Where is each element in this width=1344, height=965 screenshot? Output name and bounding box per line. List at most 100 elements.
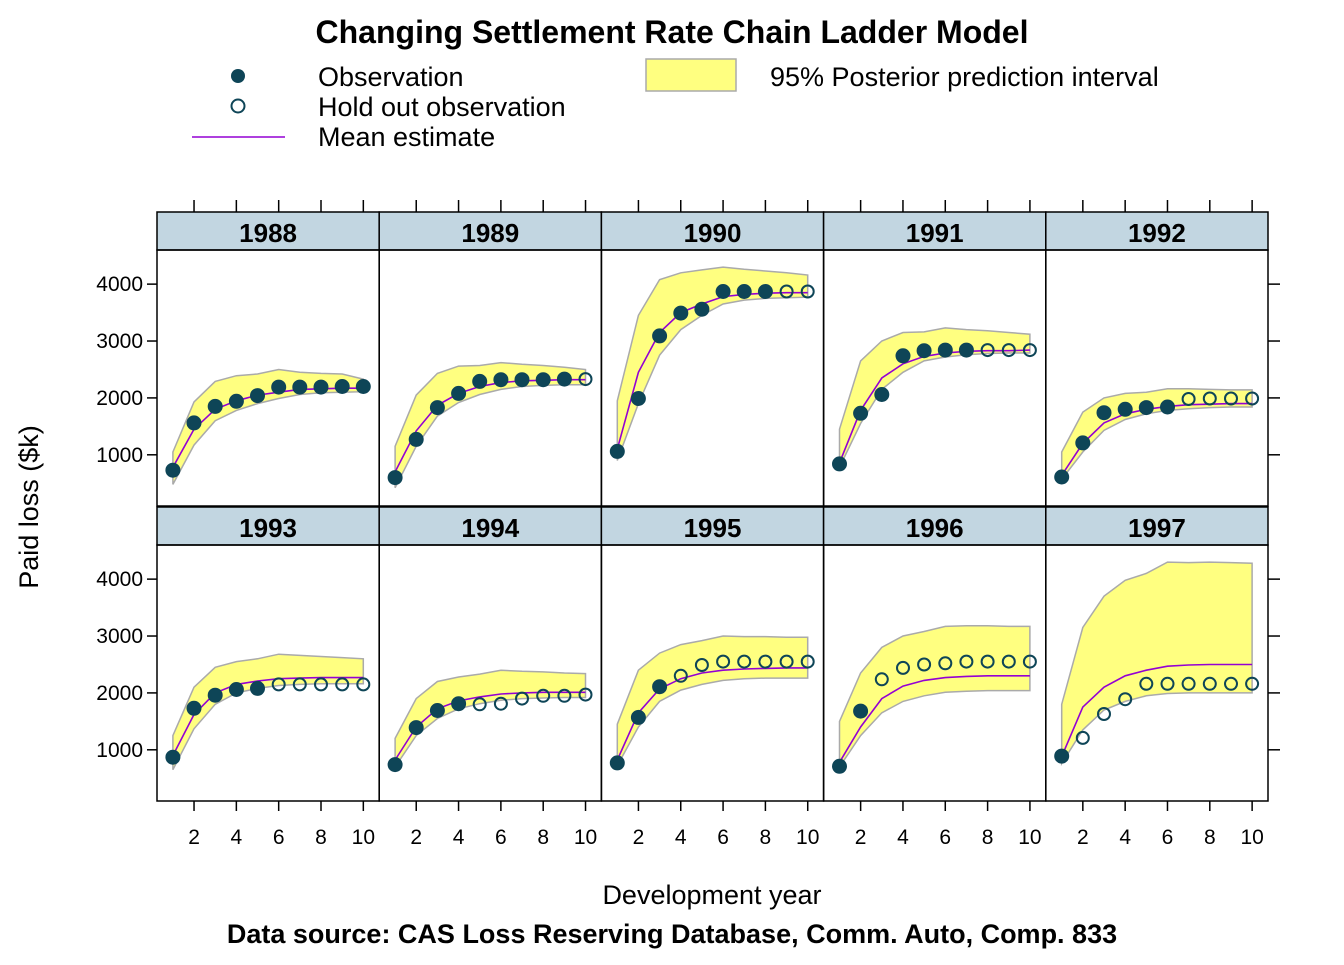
- y-tick-label: 3000: [96, 330, 143, 353]
- x-tick-label: 10: [352, 826, 375, 849]
- holdout-observation-point: [515, 691, 529, 706]
- observation-point: [451, 696, 467, 712]
- observation-point: [694, 301, 710, 317]
- mean-estimate-line: [616, 667, 808, 761]
- holdout-observation-point: [578, 687, 593, 702]
- holdout-observation-point: [472, 697, 487, 712]
- observation-point: [958, 342, 974, 358]
- x-tick-label: 8: [315, 826, 327, 849]
- x-tick-label: 2: [410, 826, 422, 849]
- observation-point: [1096, 405, 1112, 421]
- prediction-interval-band: [616, 635, 809, 767]
- holdout-observation-point: [292, 677, 307, 692]
- observation-point: [355, 379, 371, 394]
- mean-estimate-line: [1061, 402, 1253, 476]
- holdout-observation-point: [1181, 392, 1196, 406]
- legend-interval-label: 95% Posterior prediction interval: [770, 62, 1159, 92]
- panel-strip: [1045, 211, 1269, 251]
- panel-year-label: 1989: [461, 218, 519, 248]
- mean-estimate-line: [394, 691, 586, 761]
- observation-point: [387, 757, 403, 773]
- data-source-caption: Data source: CAS Loss Reserving Database…: [227, 919, 1117, 949]
- x-tick-label: 2: [855, 826, 867, 849]
- legend-holdout-label: Hold out observation: [318, 92, 566, 122]
- holdout-observation-point: [578, 372, 593, 387]
- prediction-interval-band: [1060, 388, 1253, 482]
- x-axis-label: Development year: [602, 880, 821, 910]
- holdout-observation-point: [779, 654, 794, 669]
- holdout-observation-point: [493, 696, 508, 711]
- x-tick-label: 4: [897, 826, 909, 849]
- holdout-observation-point: [1022, 654, 1037, 669]
- observation-point: [250, 388, 265, 404]
- holdout-observation-point: [1224, 676, 1238, 691]
- observation-point: [1054, 748, 1070, 764]
- holdout-observation-point: [694, 658, 709, 672]
- observation-point: [630, 709, 646, 725]
- legend-observation-symbol: [231, 69, 245, 83]
- holdout-observation-point: [779, 284, 794, 299]
- observation-point: [228, 393, 244, 409]
- holdout-observation-point: [271, 677, 286, 692]
- panel-1996: 1996 2 4 6 8 10: [822, 506, 1047, 849]
- observation-point: [853, 703, 869, 719]
- holdout-observation-point: [356, 677, 371, 692]
- panel-strip: [600, 506, 825, 546]
- holdout-observation-point: [716, 654, 731, 669]
- observation-point: [673, 305, 689, 321]
- prediction-interval-band: [838, 625, 1031, 770]
- panel-year-label: 1991: [906, 218, 964, 248]
- panel-1992: 1992: [1045, 200, 1280, 507]
- observation-point: [250, 680, 265, 696]
- panel-year-label: 1996: [906, 513, 964, 543]
- panel-year-label: 1992: [1128, 218, 1186, 248]
- observation-point: [853, 405, 869, 421]
- observation-point: [609, 755, 625, 771]
- holdout-observation-point: [1160, 676, 1175, 691]
- observation-point: [652, 328, 668, 344]
- panel-strip: [1045, 506, 1269, 546]
- y-tick-label: 3000: [96, 625, 143, 648]
- panel-year-label: 1997: [1128, 513, 1186, 543]
- panels: 1988 1000 2000 3000 4000 1989 1990 1991 1992 1993…: [96, 200, 1280, 849]
- observation-point: [1160, 399, 1175, 415]
- holdout-observation-point: [980, 654, 995, 669]
- legend: Observation Hold out observation Mean es…: [192, 58, 1159, 152]
- prediction-interval-band: [838, 327, 1031, 468]
- observation-point: [556, 371, 572, 387]
- panel-year-label: 1995: [684, 513, 742, 543]
- observation-point: [874, 387, 890, 402]
- observation-point: [207, 687, 223, 703]
- holdout-observation-point: [980, 343, 995, 358]
- observation-point: [387, 470, 403, 486]
- x-tick-label: 10: [796, 826, 819, 849]
- panel-strip: [822, 211, 1047, 251]
- holdout-observation-point: [673, 668, 688, 683]
- holdout-observation-point: [1181, 676, 1196, 691]
- holdout-observation-point: [314, 677, 328, 692]
- holdout-observation-point: [1202, 676, 1217, 691]
- x-tick-label: 10: [1018, 826, 1041, 849]
- observation-point: [609, 443, 625, 459]
- prediction-interval-band: [394, 669, 587, 770]
- holdout-observation-point: [1245, 676, 1260, 691]
- mean-estimate-line: [172, 676, 364, 756]
- panel-strip: [600, 211, 825, 251]
- panel-1991: 1991: [822, 200, 1047, 507]
- x-tick-label: 6: [1162, 826, 1174, 849]
- observation-point: [736, 284, 752, 299]
- x-tick-label: 2: [188, 826, 200, 849]
- mean-estimate-line: [838, 674, 1030, 763]
- prediction-interval-band: [394, 361, 587, 489]
- mean-estimate-line: [172, 387, 364, 468]
- holdout-observation-point: [1097, 707, 1111, 721]
- x-tick-label: 10: [574, 826, 597, 849]
- holdout-observation-point: [959, 654, 974, 669]
- observation-point: [1075, 435, 1091, 451]
- observation-point: [292, 379, 308, 395]
- observation-point: [937, 342, 953, 358]
- holdout-observation-point: [557, 688, 572, 703]
- panel-1995: 1995 2 4 6 8 10: [600, 506, 825, 849]
- observation-point: [165, 462, 181, 478]
